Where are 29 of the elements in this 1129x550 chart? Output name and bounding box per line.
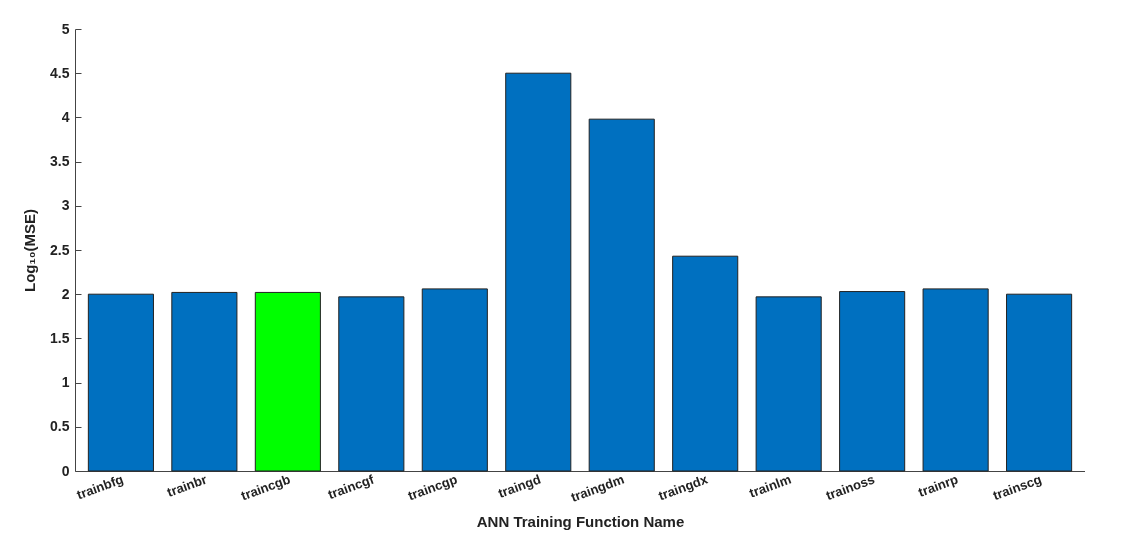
y-tick-label: 1 xyxy=(61,374,70,391)
y-tick-label: 4.5 xyxy=(50,64,70,81)
y-tick-label: 3.5 xyxy=(50,153,70,170)
bar xyxy=(421,288,488,472)
bar xyxy=(755,296,822,472)
y-tick-label: 2.5 xyxy=(50,241,70,258)
y-tick-label: 0.5 xyxy=(50,418,70,435)
y-tick-label: 1.5 xyxy=(50,329,70,346)
bar xyxy=(254,291,321,472)
bar xyxy=(1006,293,1073,472)
y-tick-label: 3 xyxy=(61,197,70,214)
x-tick-label: trainlm xyxy=(747,471,794,501)
y-tick-label: 0 xyxy=(61,462,70,479)
bar xyxy=(672,255,739,472)
x-tick-label: trainbr xyxy=(165,471,209,500)
bar xyxy=(922,288,989,472)
bar xyxy=(588,118,655,472)
bar xyxy=(87,293,154,472)
bar xyxy=(839,291,906,472)
x-tick-label: trainbfg xyxy=(74,471,126,503)
x-tick-label: trainrp xyxy=(916,471,961,500)
x-axis-title: ANN Training Function Name xyxy=(476,512,685,530)
bar xyxy=(338,296,405,472)
y-tick-label: 2 xyxy=(61,285,70,302)
y-axis-title: Log₁₀(MSE) xyxy=(21,209,39,292)
bar xyxy=(505,72,572,472)
y-tick-label: 4 xyxy=(61,108,70,125)
y-tick-label: 5 xyxy=(61,20,70,37)
bar xyxy=(171,291,238,472)
